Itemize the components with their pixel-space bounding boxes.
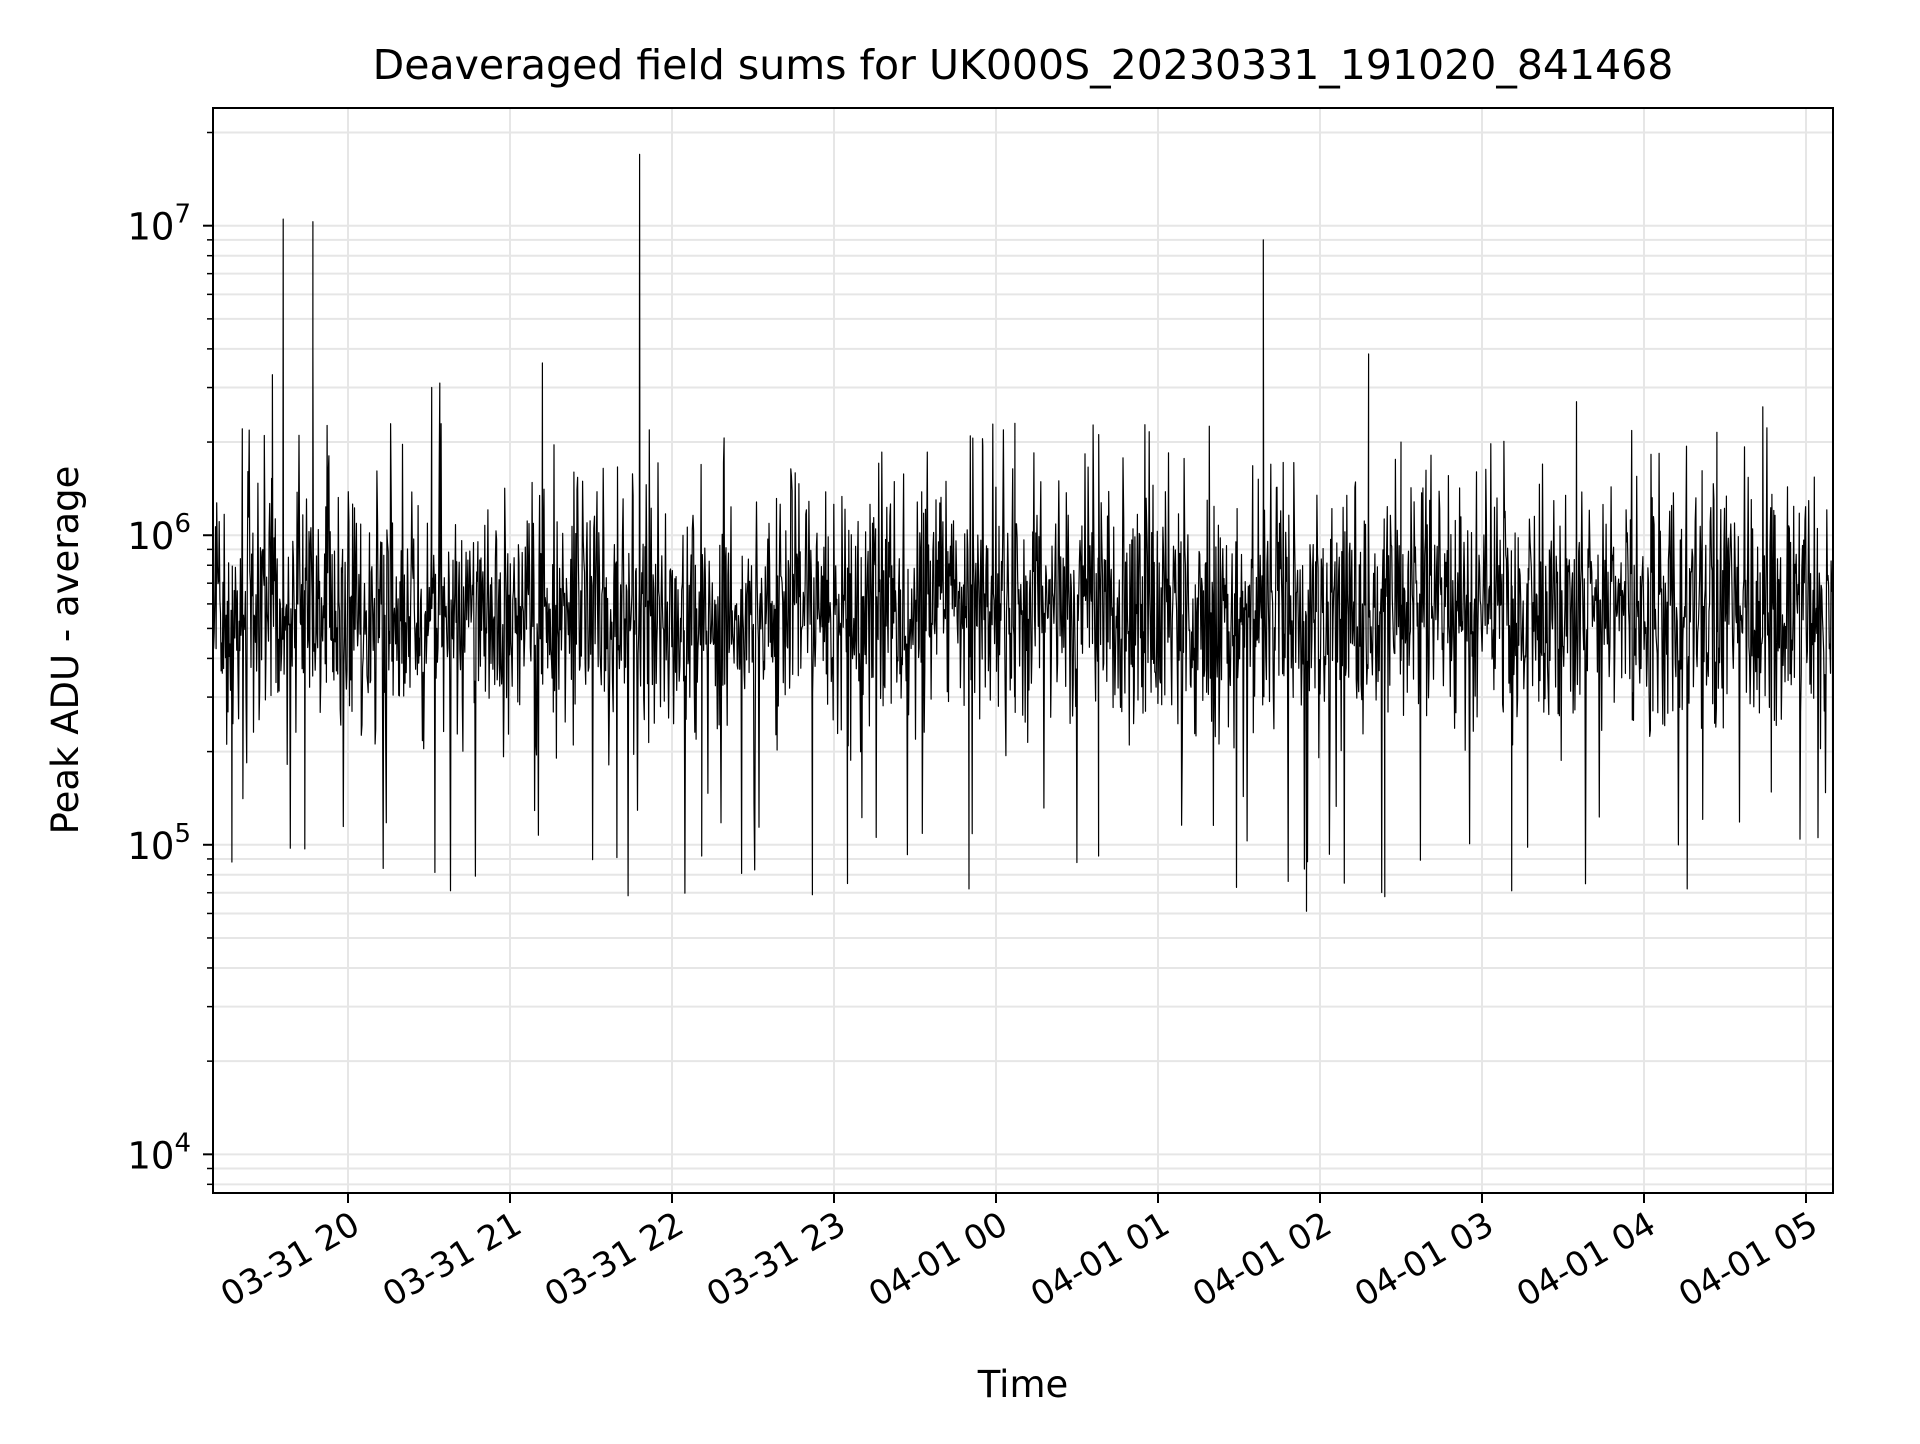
- y-tick-label: 107: [127, 200, 191, 249]
- plot-area-frame: [212, 107, 1834, 1194]
- x-tick-label: 04-01 02: [1186, 1204, 1338, 1315]
- series-layer: [213, 153, 1833, 1149]
- chart-title: Deaveraged field sums for UK000S_2023033…: [373, 41, 1674, 89]
- x-tick-label: 03-31 23: [700, 1204, 852, 1315]
- x-tick-label: 04-01 04: [1510, 1204, 1662, 1315]
- x-tick-label: 04-01 00: [862, 1204, 1014, 1315]
- axis-layer: 03-31 20 03-31 21 03-31 22 03-31 23 04-01 00…: [127, 131, 1825, 1315]
- x-tick-label: 04-01 01: [1024, 1204, 1176, 1315]
- x-tick-label: 03-31 22: [538, 1204, 690, 1315]
- y-tick-label: 104: [127, 1128, 191, 1177]
- y-axis-label: Peak ADU - average: [44, 466, 87, 835]
- x-axis-label: Time: [977, 1363, 1069, 1406]
- x-tick-label: 03-31 21: [376, 1204, 528, 1315]
- x-tick-label: 04-01 03: [1348, 1204, 1500, 1315]
- y-tick-label: 106: [127, 509, 191, 558]
- series-line: [213, 153, 1833, 1149]
- x-tick-label: 03-31 20: [214, 1204, 366, 1315]
- y-tick-label: 105: [127, 819, 191, 868]
- x-tick-label: 04-01 05: [1672, 1204, 1824, 1315]
